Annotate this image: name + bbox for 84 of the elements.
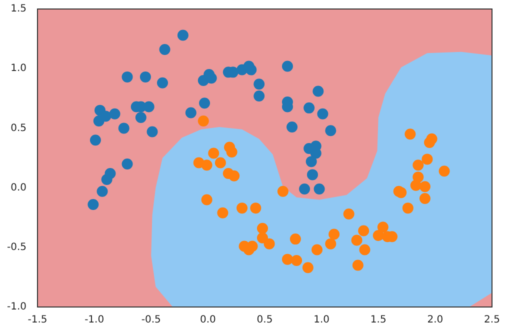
point	[135, 112, 146, 123]
point	[290, 234, 301, 245]
point	[282, 254, 293, 265]
point	[438, 166, 450, 177]
point	[351, 234, 362, 246]
y-tick-label: 1.0	[10, 63, 27, 74]
point	[185, 107, 196, 118]
point	[359, 244, 370, 256]
point	[140, 71, 151, 82]
x-tick-label: 1.5	[370, 314, 386, 326]
point	[277, 186, 288, 197]
point	[246, 240, 258, 252]
point	[122, 158, 133, 170]
point	[159, 44, 170, 56]
point	[214, 157, 226, 168]
point	[314, 183, 325, 194]
point	[236, 202, 248, 214]
x-tick-label: 1.0	[314, 314, 330, 326]
point	[254, 78, 265, 90]
point	[143, 101, 154, 112]
point	[325, 125, 336, 136]
point	[286, 122, 298, 133]
point	[306, 169, 318, 180]
point	[312, 244, 323, 256]
y-tick-label: 0.0	[10, 182, 27, 194]
point	[412, 160, 424, 171]
point	[198, 116, 209, 127]
point	[377, 222, 388, 233]
point	[419, 181, 430, 192]
point	[228, 170, 240, 182]
point	[410, 180, 422, 191]
point	[328, 228, 340, 240]
x-tick-label: 0.5	[256, 314, 273, 326]
point	[96, 186, 108, 197]
point	[325, 238, 336, 250]
point	[282, 60, 293, 72]
point	[264, 238, 275, 250]
x-tick-label: 2.0	[427, 314, 444, 326]
x-tick-label: -1.5	[28, 314, 48, 326]
point	[419, 193, 430, 204]
point	[109, 108, 120, 120]
point	[177, 30, 188, 41]
point	[358, 225, 370, 236]
x-tick-label: -0.5	[141, 314, 161, 326]
x-tick-label: 0.0	[200, 314, 216, 326]
point	[402, 202, 414, 214]
x-tick-label: 2.5	[484, 314, 500, 326]
point	[88, 198, 99, 210]
point	[312, 86, 324, 97]
x-tick-label: -1.0	[84, 314, 104, 326]
point	[422, 154, 433, 165]
point	[302, 262, 314, 274]
point	[343, 208, 354, 220]
point	[317, 108, 328, 120]
point	[404, 128, 416, 140]
point	[208, 148, 220, 159]
point	[100, 110, 112, 122]
point	[199, 98, 210, 109]
point	[104, 168, 116, 179]
point	[118, 122, 130, 134]
y-tick-label: 0.5	[10, 122, 27, 134]
point	[246, 64, 257, 76]
point	[426, 133, 438, 144]
point	[90, 134, 101, 146]
point	[122, 71, 133, 82]
point	[217, 207, 228, 218]
y-tick-label: -0.5	[6, 242, 27, 253]
point	[306, 156, 317, 168]
point	[299, 183, 310, 194]
point	[396, 187, 407, 198]
point	[156, 77, 168, 88]
y-tick-label: 1.5	[10, 4, 27, 15]
point	[226, 146, 238, 158]
point	[201, 160, 212, 171]
point	[201, 194, 212, 206]
point	[146, 126, 158, 138]
y-tick-label: -1.0	[6, 302, 27, 313]
point	[256, 222, 268, 234]
point	[304, 102, 315, 114]
point	[352, 260, 364, 271]
point	[291, 255, 302, 266]
point	[250, 202, 262, 214]
point	[256, 232, 268, 244]
point	[254, 90, 265, 102]
